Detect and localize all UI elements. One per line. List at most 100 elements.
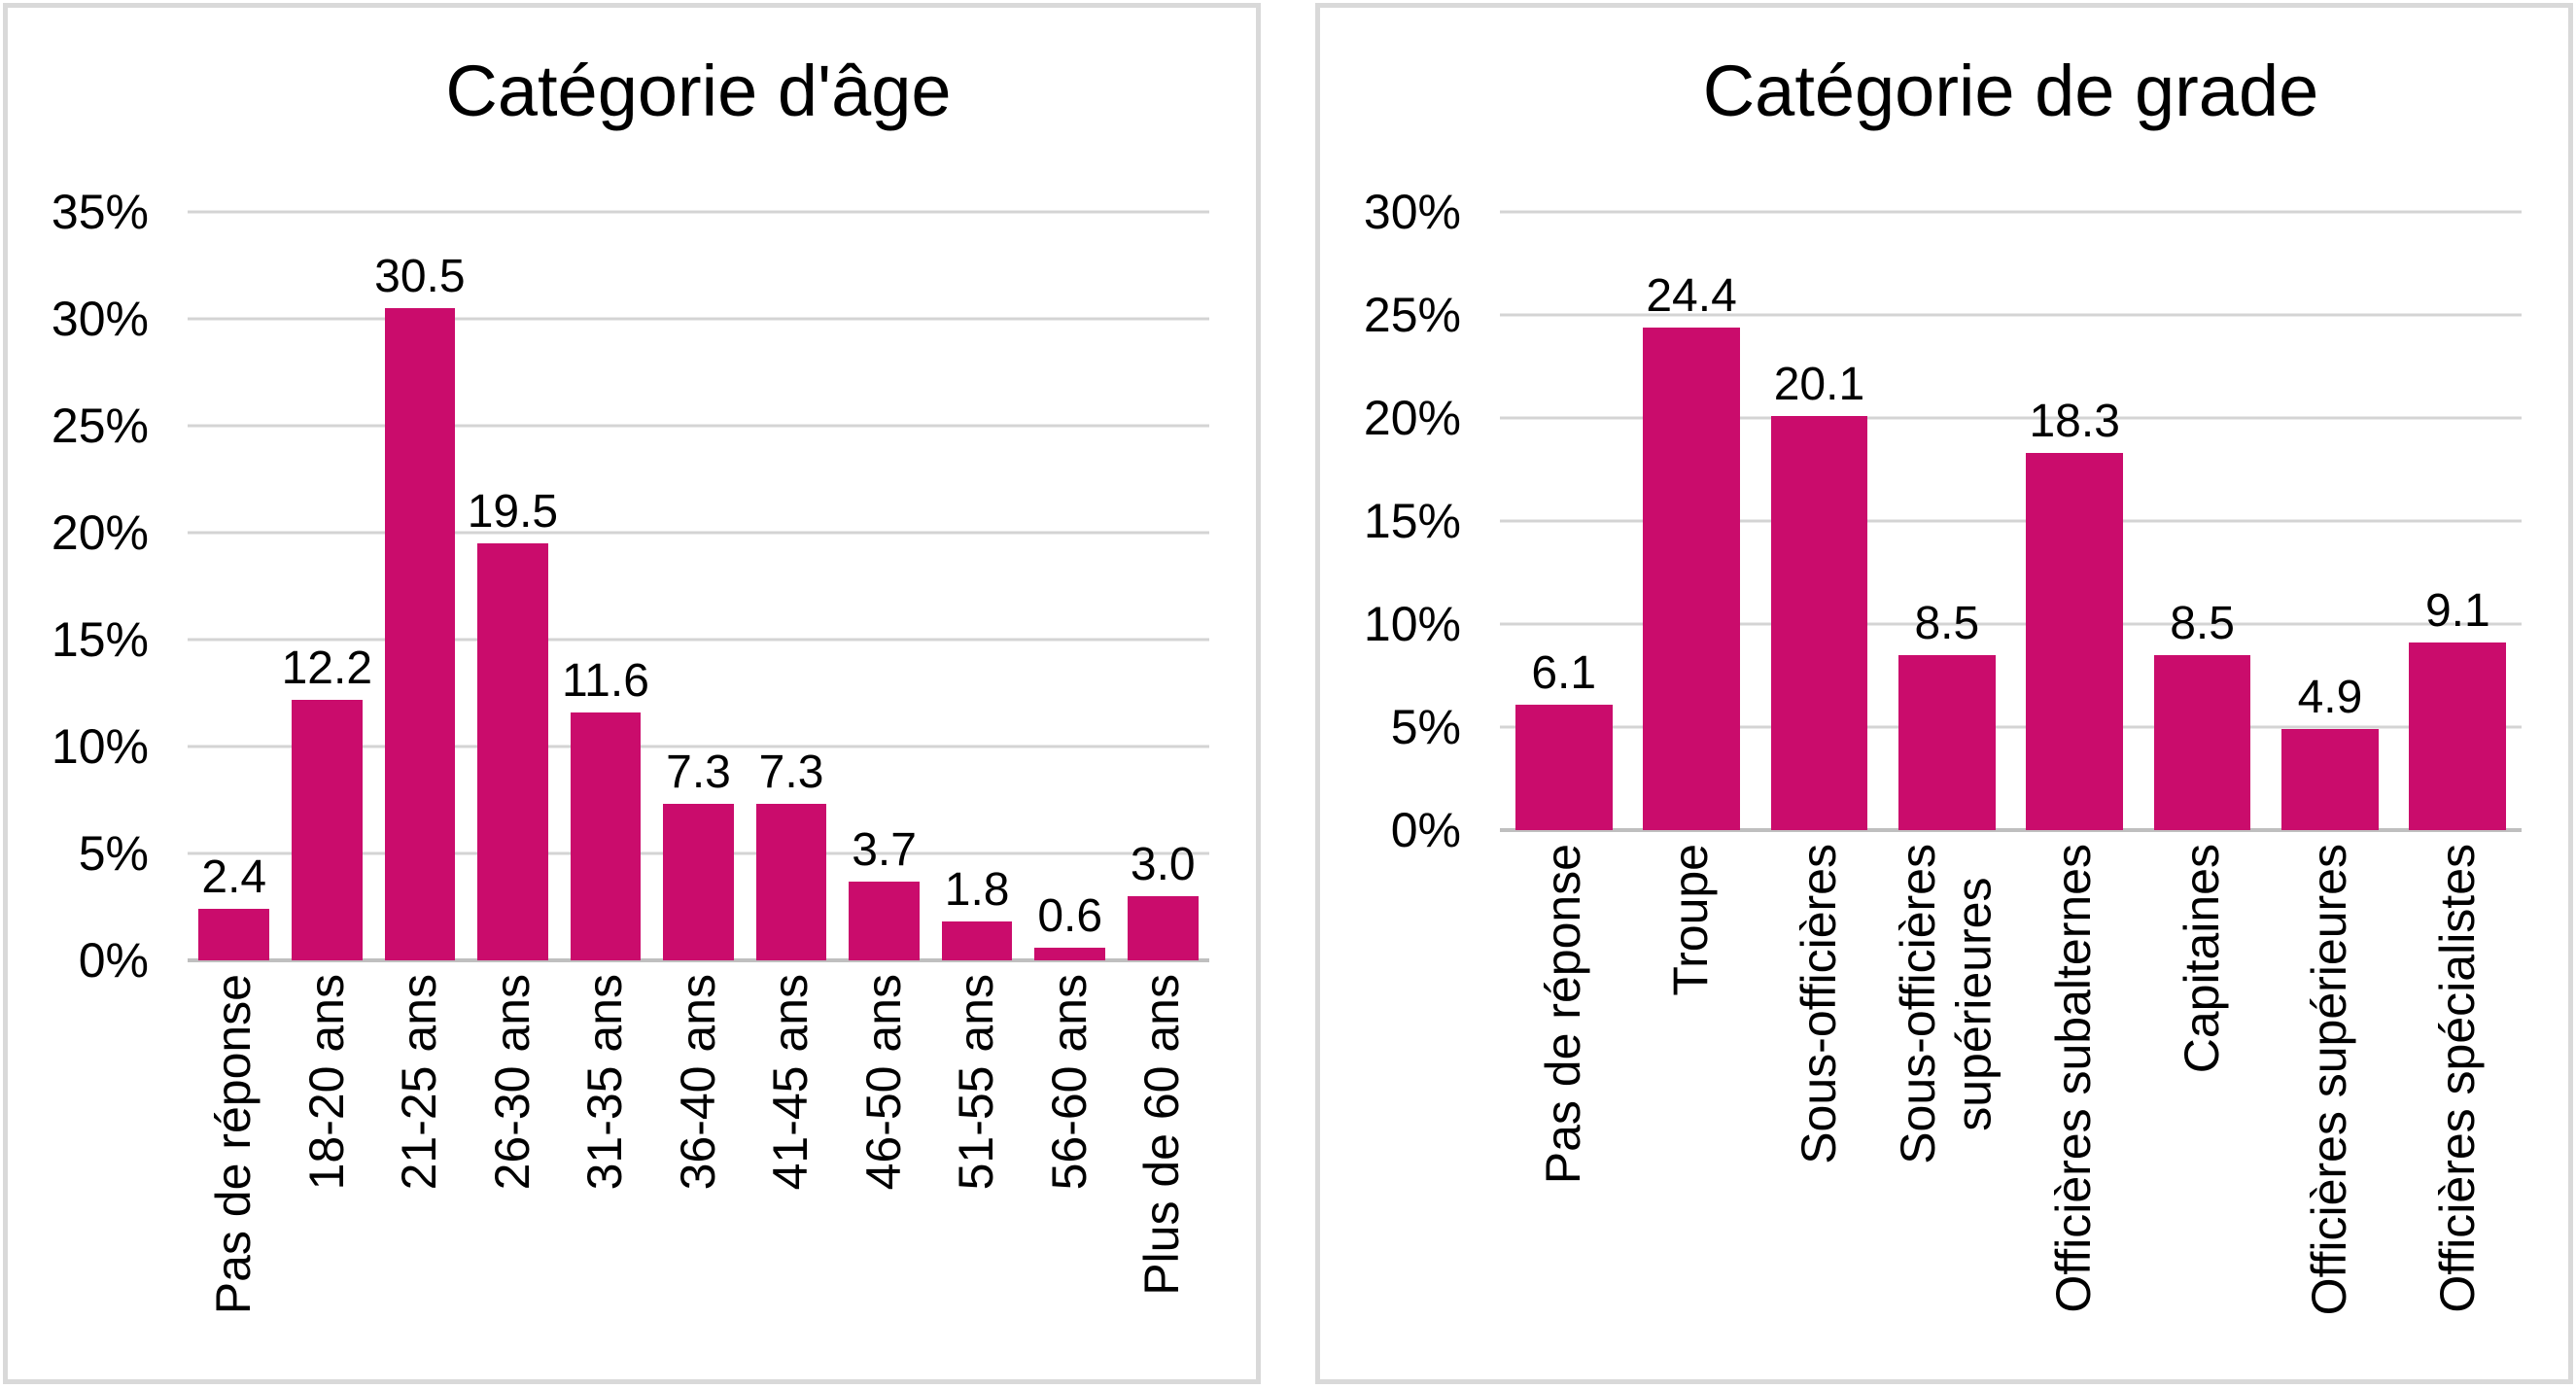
bar: 8.5 — [2153, 600, 2251, 830]
bar: 3.7 — [849, 826, 920, 960]
gridline — [1500, 828, 2522, 832]
x-axis-tick-label: 46-50 ans — [855, 974, 911, 1191]
bar: 11.6 — [562, 657, 649, 960]
y-axis-tick-label: 30% — [1363, 185, 1461, 239]
bar-value-label: 8.5 — [1914, 597, 1980, 649]
bar-value-label: 24.4 — [1646, 269, 1737, 322]
x-axis-tick-label: 41-45 ans — [763, 974, 818, 1191]
bar-column: 6.1 — [1500, 212, 1627, 830]
bar-value-label: 9.1 — [2424, 585, 2490, 638]
bar: 3.0 — [1127, 842, 1199, 960]
bar-value-label: 8.5 — [2170, 597, 2235, 649]
bar-value-label: 11.6 — [562, 654, 649, 707]
y-axis-tick-label: 5% — [78, 826, 149, 881]
x-axis-tick-label: 51-55 ans — [949, 974, 1004, 1191]
x-axis-tick-label: Officières subalternes — [2046, 844, 2102, 1313]
gridline — [1500, 210, 2522, 214]
x-axis-label-cell: 41-45 ans — [745, 974, 838, 1363]
bar: 8.5 — [1897, 600, 1996, 830]
chart-plot-area-wrap: 30% 25% 20% 15% 10% 5% 0% 6.1 24.4 20.1 8.5 18.3 8.… — [1320, 188, 2568, 854]
bar-column: 7.3 — [652, 212, 746, 960]
x-axis-label-cell: Capitaines — [2139, 844, 2266, 1379]
x-axis-label-cell: Officières subalternes — [2011, 844, 2139, 1379]
x-axis-label-cell: 56-60 ans — [1024, 974, 1117, 1363]
x-axis-label-cell: 51-55 ans — [930, 974, 1024, 1363]
y-axis-tick-label: 15% — [1363, 494, 1461, 548]
x-axis-label-cell: Sous-officières supérieures — [1883, 844, 2010, 1379]
y-axis-tick-label: 20% — [1363, 391, 1461, 445]
y-axis-tick-label: 25% — [51, 399, 149, 453]
bar-value-label: 30.5 — [374, 251, 466, 302]
plot-area: 2.4 12.2 30.5 19.5 11.6 7.3 7.3 3.7 1.8 0.6 3.0 — [188, 210, 1209, 962]
gridline — [188, 531, 1209, 535]
x-axis-label-cell: Pas de réponse — [188, 974, 281, 1363]
bar-column: 30.5 — [373, 212, 467, 960]
bar-value-label: 12.2 — [281, 642, 373, 694]
bar-value-label: 0.6 — [1037, 889, 1103, 942]
x-axis-label-cell: Officières supérieures — [2266, 844, 2393, 1379]
bar-value-label: 7.3 — [666, 747, 731, 799]
bar-column: 4.9 — [2266, 212, 2393, 830]
y-axis-tick-label: 0% — [1390, 803, 1461, 857]
y-axis-tick-label: 0% — [78, 933, 149, 988]
bars-group: 2.4 12.2 30.5 19.5 11.6 7.3 7.3 3.7 1.8 0.6 3.0 — [188, 212, 1209, 960]
bar-column: 1.8 — [930, 212, 1024, 960]
bar-column: 3.0 — [1116, 212, 1209, 960]
bar: 1.8 — [941, 867, 1013, 960]
y-axis-labels: 30% 25% 20% 15% 10% 5% 0% — [1320, 188, 1500, 854]
x-axis-label-cell: Officières spécialistes — [2394, 844, 2522, 1379]
x-axis-label-cell: Pas de réponse — [1500, 844, 1627, 1379]
gridline — [1500, 313, 2522, 317]
x-axis-tick-label: Officières supérieures — [2302, 844, 2357, 1316]
x-axis-tick-label: Plus de 60 ans — [1134, 974, 1190, 1296]
y-axis-tick-label: 20% — [51, 505, 149, 560]
gridline — [1500, 519, 2522, 523]
x-axis-label-cell: 46-50 ans — [838, 974, 931, 1363]
bar-value-label: 19.5 — [467, 486, 559, 538]
gridline — [188, 317, 1209, 321]
y-axis-tick-label: 5% — [1390, 700, 1461, 754]
bar-value-label: 2.4 — [201, 851, 267, 904]
bar-column: 3.7 — [838, 212, 931, 960]
bar-column: 20.1 — [1756, 212, 1883, 830]
x-axis-labels: Pas de réponse 18-20 ans 21-25 ans 26-30 an… — [188, 974, 1209, 1363]
y-axis-tick-label: 10% — [51, 719, 149, 774]
x-axis-tick-label: 31-35 ans — [577, 974, 633, 1191]
plot-area: 6.1 24.4 20.1 8.5 18.3 8.5 4.9 9.1 — [1500, 210, 2522, 832]
y-axis-tick-label: 30% — [51, 292, 149, 346]
bar-column: 9.1 — [2394, 212, 2522, 830]
gridline — [188, 958, 1209, 962]
bar-column: 0.6 — [1024, 212, 1117, 960]
bar: 7.3 — [755, 749, 827, 960]
chart-card-grade: Catégorie de grade 30% 25% 20% 15% 10% 5% 0% 6… — [1315, 3, 2573, 1384]
bars-group: 6.1 24.4 20.1 8.5 18.3 8.5 4.9 9.1 — [1500, 212, 2522, 830]
bar: 12.2 — [282, 644, 372, 960]
x-axis-tick-label: Officières spécialistes — [2429, 844, 2485, 1313]
bar: 24.4 — [1643, 272, 1740, 830]
chart-plot-area-wrap: 35% 30% 25% 20% 15% 10% 5% 0% 2.4 12.2 30.5 19.5 11… — [8, 188, 1256, 985]
x-axis-label-cell: 21-25 ans — [373, 974, 467, 1363]
bar-value-label: 7.3 — [758, 747, 824, 799]
chart-title-wrap: Catégorie d'âge — [188, 47, 1209, 136]
x-axis-label-cell: Troupe — [1627, 844, 1755, 1379]
x-axis-label-cell: 31-35 ans — [559, 974, 652, 1363]
gridline — [188, 638, 1209, 642]
x-axis-label-cell: 18-20 ans — [281, 974, 374, 1363]
bar-value-label: 3.0 — [1130, 839, 1196, 890]
y-axis-tick-label: 10% — [1363, 597, 1461, 651]
x-axis-label-cell: Plus de 60 ans — [1116, 974, 1209, 1363]
x-axis-tick-label: 26-30 ans — [484, 974, 540, 1191]
bar-value-label: 3.7 — [852, 823, 917, 876]
bar-value-label: 1.8 — [944, 864, 1010, 917]
y-axis-tick-label: 15% — [51, 612, 149, 667]
bar-column: 24.4 — [1627, 212, 1755, 830]
x-axis-label-cell: Sous-officières — [1756, 844, 1883, 1379]
bar: 0.6 — [1034, 892, 1105, 960]
bar: 7.3 — [663, 749, 734, 960]
x-axis-tick-label: Sous-officières — [1791, 844, 1846, 1164]
bar-column: 18.3 — [2011, 212, 2139, 830]
bar-column: 12.2 — [281, 212, 374, 960]
bar: 2.4 — [198, 854, 270, 960]
chart-title: Catégorie d'âge — [445, 51, 952, 131]
